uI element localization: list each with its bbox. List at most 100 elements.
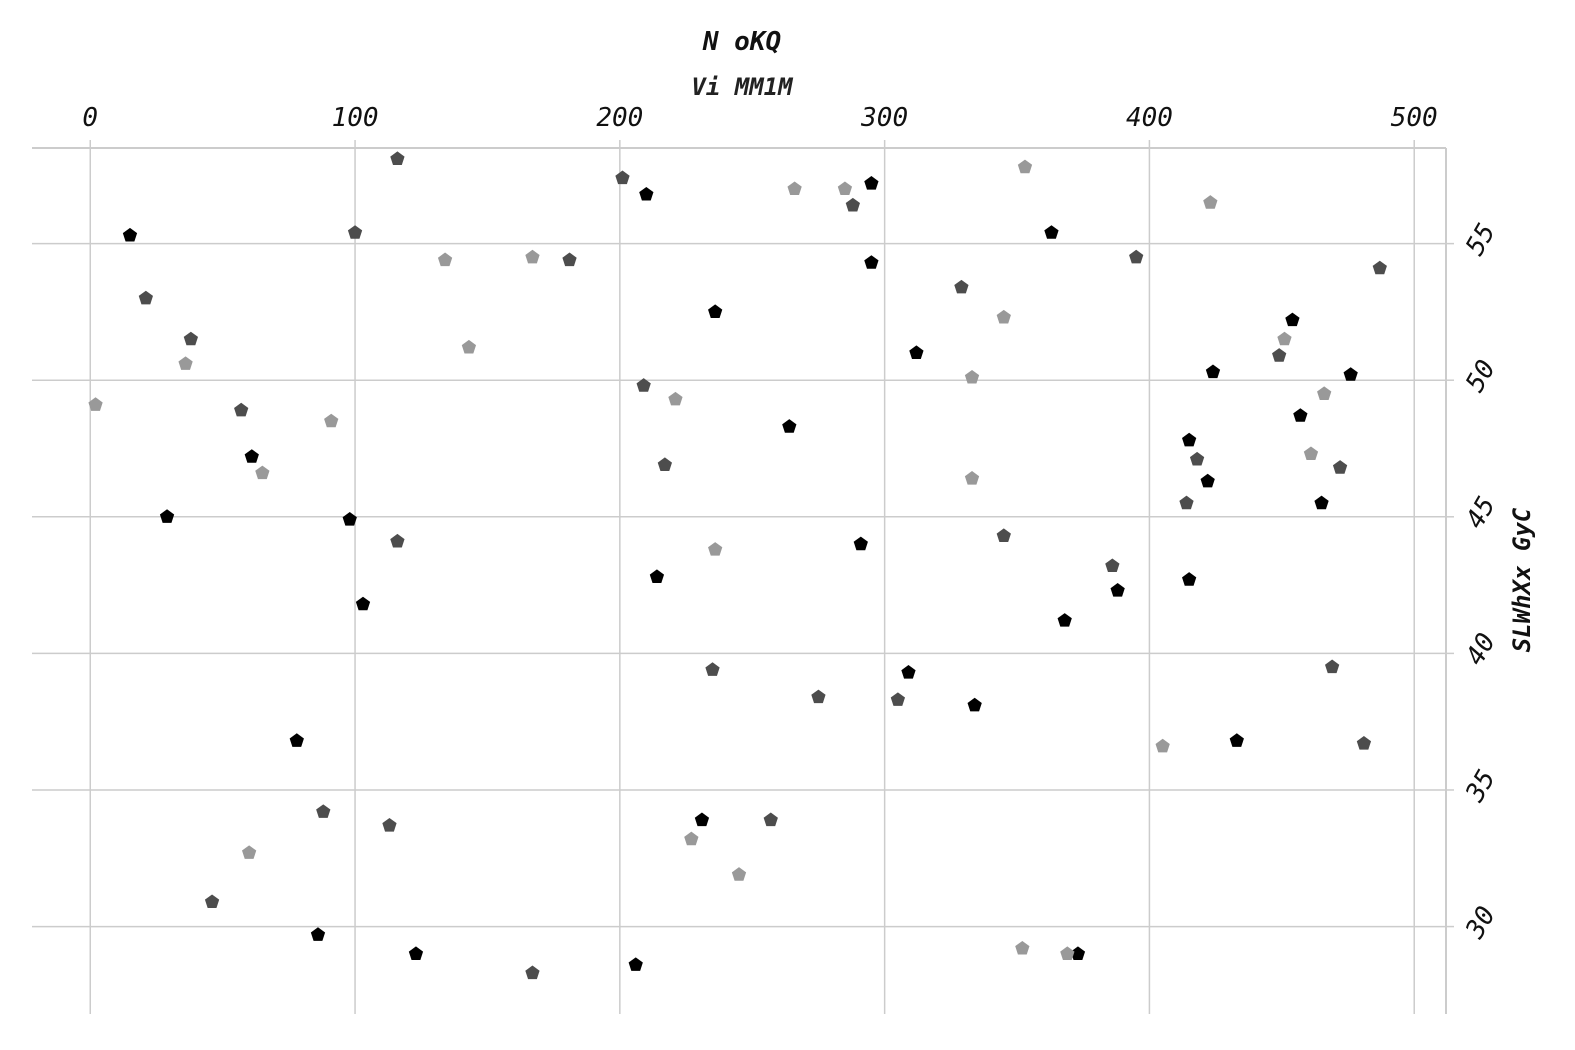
- data-point-series-1: [122, 227, 138, 242]
- data-point-series-1: [1070, 946, 1086, 960]
- data-point-series-3: [461, 339, 477, 354]
- data-point-series-1: [244, 449, 259, 463]
- grid-lines: [32, 148, 1446, 1014]
- data-point-series-2: [183, 331, 199, 346]
- data-point-series-1: [864, 255, 879, 269]
- y-tick-label: 45: [1460, 492, 1502, 534]
- x-tick-label: 400: [1126, 103, 1173, 133]
- data-point-series-2: [811, 689, 826, 704]
- data-point-series-2: [657, 457, 672, 471]
- data-point-series-3: [437, 252, 453, 267]
- x-tick-label: 500: [1391, 103, 1438, 133]
- y-tick-label: 40: [1460, 628, 1502, 670]
- data-point-series-1: [408, 946, 424, 960]
- data-point-series-2: [636, 378, 651, 392]
- data-point-series-1: [1285, 312, 1300, 327]
- data-point-series-2: [954, 279, 969, 294]
- y-axis-label: SLWhXx GyC: [1508, 507, 1536, 652]
- data-point-series-2: [347, 225, 363, 239]
- data-point-series-2: [1332, 460, 1348, 474]
- data-point-series-1: [649, 569, 665, 583]
- data-point-series-2: [1105, 558, 1120, 573]
- data-point-series-1: [1229, 733, 1244, 747]
- data-point-series-1: [909, 345, 924, 359]
- data-point-series-1: [1205, 364, 1221, 379]
- data-point-series-2: [1189, 451, 1205, 466]
- data-point-series-2: [204, 894, 220, 909]
- data-point-series-3: [178, 356, 193, 370]
- data-point-series-3: [525, 249, 540, 264]
- data-point-series-1: [864, 176, 879, 190]
- y-tick-label: 35: [1460, 765, 1502, 808]
- data-point-series-1: [1293, 408, 1308, 422]
- data-point-series-3: [1015, 940, 1030, 955]
- data-point-series-1: [1057, 613, 1072, 627]
- chart-title: N oKQ: [702, 27, 781, 57]
- data-point-series-3: [1317, 386, 1332, 400]
- data-point-series-2: [1325, 659, 1340, 674]
- data-point-series-1: [1044, 225, 1059, 239]
- data-point-series-3: [1203, 195, 1218, 209]
- data-point-series-1: [1110, 583, 1125, 597]
- data-point-series-3: [684, 831, 699, 846]
- data-point-series-2: [1129, 249, 1144, 264]
- data-point-series-2: [562, 252, 577, 267]
- data-point-series-3: [1017, 159, 1033, 174]
- data-point-series-2: [763, 812, 778, 827]
- data-point-series-3: [996, 309, 1011, 324]
- data-point-series-2: [316, 804, 331, 818]
- x-tick-label: 300: [860, 103, 908, 133]
- data-point-series-2: [1272, 348, 1287, 362]
- data-point-series-3: [964, 471, 980, 485]
- data-point-series-1: [1182, 432, 1197, 447]
- data-point-series-1: [1343, 367, 1358, 381]
- data-point-series-1: [342, 512, 357, 526]
- y-tick-label: 55: [1460, 219, 1502, 261]
- data-point-series-1: [1200, 473, 1215, 488]
- y-axis-ticks: 30 35 40 45 50 55: [1446, 219, 1502, 945]
- x-axis-ticks: 0 100 200 300 400 500: [82, 103, 1438, 148]
- y-tick-label: 30: [1460, 902, 1502, 945]
- data-point-series-2: [525, 965, 540, 980]
- data-point-series-3: [1060, 946, 1075, 960]
- data-point-series-1: [628, 957, 643, 971]
- data-point-series-2: [705, 662, 720, 676]
- data-point-series-1: [310, 927, 326, 941]
- x-tick-label: 0: [82, 103, 98, 133]
- data-point-series-3: [1303, 446, 1319, 461]
- data-point-series-3: [242, 845, 257, 859]
- chart-subtitle: Vi MM1M: [691, 73, 794, 101]
- data-point-series-1: [708, 304, 723, 318]
- y-tick-label: 50: [1460, 355, 1502, 397]
- data-point-series-1: [967, 697, 982, 712]
- x-tick-label: 100: [332, 103, 379, 133]
- data-point-series-1: [289, 733, 304, 747]
- data-point-series-1: [159, 509, 175, 523]
- data-point-series-3: [324, 413, 339, 428]
- data-point-series-3: [1277, 331, 1292, 346]
- data-point-series-3: [731, 867, 747, 881]
- data-point-series-3: [1155, 738, 1170, 753]
- data-point-series-2: [390, 533, 405, 548]
- data-point-series-1: [1314, 495, 1329, 510]
- data-point-series-3: [255, 465, 270, 480]
- data-point-series-2: [845, 197, 860, 212]
- data-point-series-1: [694, 812, 710, 827]
- data-point-series-2: [890, 692, 906, 706]
- data-point-series-3: [837, 181, 853, 196]
- x-tick-label: 200: [596, 103, 643, 133]
- data-point-series-3: [668, 391, 683, 406]
- data-point-series-1: [355, 596, 371, 611]
- data-points: [88, 151, 1387, 980]
- data-point-series-1: [901, 665, 916, 679]
- data-point-series-1: [639, 186, 654, 201]
- data-point-series-3: [708, 542, 723, 556]
- data-point-series-1: [782, 419, 797, 433]
- data-point-series-3: [964, 369, 980, 384]
- data-point-series-1: [1182, 572, 1197, 586]
- data-point-series-2: [138, 290, 153, 305]
- data-point-series-3: [787, 181, 802, 196]
- data-point-series-2: [1179, 495, 1194, 510]
- data-point-series-2: [390, 151, 405, 165]
